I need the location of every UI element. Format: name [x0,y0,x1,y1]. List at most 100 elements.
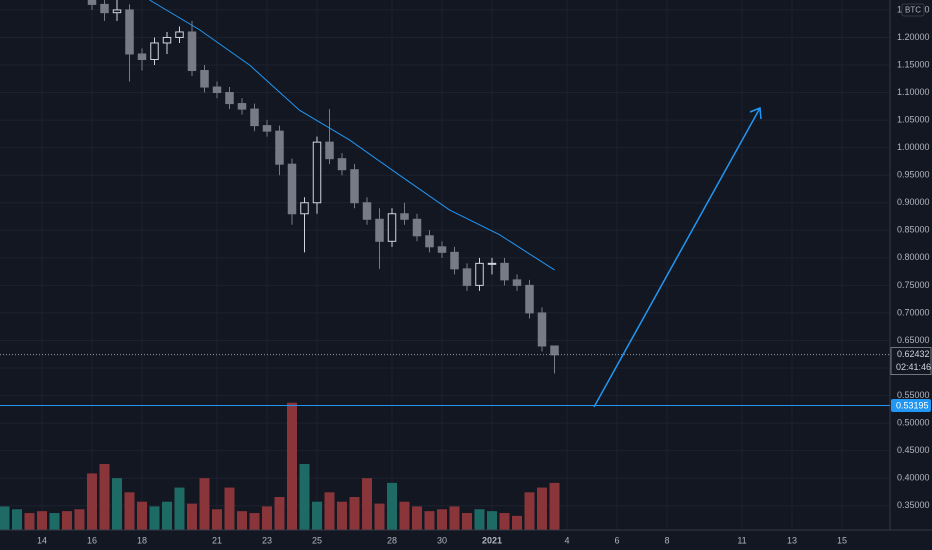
y-tick-label: 0.55000 [897,390,930,400]
volume-bar [512,515,522,530]
candle-body [425,235,434,248]
volume-bar [124,492,135,530]
candle-body [350,169,359,204]
candle-body [462,268,472,286]
volume-bar [274,497,285,530]
x-tick-label: 6 [614,535,619,545]
volume-bar [524,492,535,530]
candle-body [237,103,247,110]
arrow-line [593,107,761,408]
volume-bar [62,511,72,530]
x-tick-label: 4 [564,535,569,545]
y-tick-label: 1.05000 [897,114,930,124]
volume-pane [0,402,560,530]
y-tick-label: 1.15000 [897,59,930,69]
candle-body [262,125,272,132]
x-tick-label: 8 [664,535,669,545]
candle-body [325,141,334,160]
y-tick-label: 0.80000 [897,252,930,262]
candle-body [362,202,372,220]
candle-body [212,86,222,94]
y-tick-label: 0.90000 [897,197,930,207]
volume-bar [112,478,122,530]
x-tick-label: 23 [262,535,272,545]
volume-bar [324,492,335,530]
volume-bar [49,513,60,530]
candle-body [400,213,409,220]
volume-bar [299,464,310,530]
volume-bar [162,501,172,530]
volume-bar [437,509,447,530]
candle-body [412,218,422,237]
volume-bar [424,511,435,530]
countdown-label: 02:41:46 [896,362,931,372]
volume-bar [187,503,197,530]
x-tick-label: 28 [387,535,397,545]
unit-label: BTC [905,6,921,15]
candle-body [475,262,484,286]
volume-bar [37,511,47,530]
candle-body [175,31,184,38]
volume-bar [537,487,547,530]
volume-bar [237,511,247,530]
volume-bar [99,464,110,530]
candle-body [512,279,522,286]
y-tick-label: 0.70000 [897,307,930,317]
arrow-head [749,106,762,120]
volume-bar [474,509,485,530]
candle-body [387,213,397,242]
volume-bar [449,506,460,530]
candle-body [300,202,309,215]
candle-body [287,163,297,215]
y-tick-label: 0.65000 [897,335,930,345]
last-price-label: 0.62432 [897,349,930,359]
candle-body [162,36,172,44]
y-tick-label: 0.50000 [897,417,930,427]
candle-body [137,53,147,61]
y-tick-label: 0.85000 [897,225,930,235]
volume-bar [74,509,85,530]
overlay: 0.62432 02:41:46 0.53195 [0,347,932,413]
candle-body [537,312,547,347]
price-pane [87,0,559,374]
candle-body [87,0,97,5]
x-tick-label: 13 [787,535,797,545]
candle-body [312,141,322,204]
volume-bar [212,509,222,530]
candle-body [250,108,259,127]
x-tick-label: 25 [312,535,322,545]
candle-body [275,130,284,165]
x-tick-label: 14 [37,535,47,545]
volume-bar [174,487,185,530]
x-tick-label: 16 [87,535,97,545]
x-tick-label: 30 [437,535,447,545]
volume-bar [0,506,10,530]
candle-body [100,3,109,14]
x-tick-label: 18 [137,535,147,545]
volume-bar [387,482,397,530]
x-tick-label: 21 [212,535,222,545]
candle-body [225,92,234,105]
y-tick-label: 0.35000 [897,500,930,510]
last-price-badge [890,347,932,375]
volume-bar [224,487,235,530]
candle-body [125,9,134,55]
unit-badge [901,3,925,17]
candle-body [187,31,197,72]
horizontal-line-badge [891,399,931,413]
y-tick-label: 0.45000 [897,445,930,455]
candle-body [437,246,447,253]
volume-bar [24,513,35,530]
candle-body [500,262,509,281]
volume-bar [549,482,560,530]
x-tick-label: 15 [837,535,847,545]
volume-bar [149,506,160,530]
volume-bar [312,501,322,530]
volume-bar [412,506,422,530]
volume-bar [487,511,497,530]
volume-bar [399,501,410,530]
y-tick-label: 0.75000 [897,280,930,290]
y-tick-label: 1.10000 [897,87,930,97]
